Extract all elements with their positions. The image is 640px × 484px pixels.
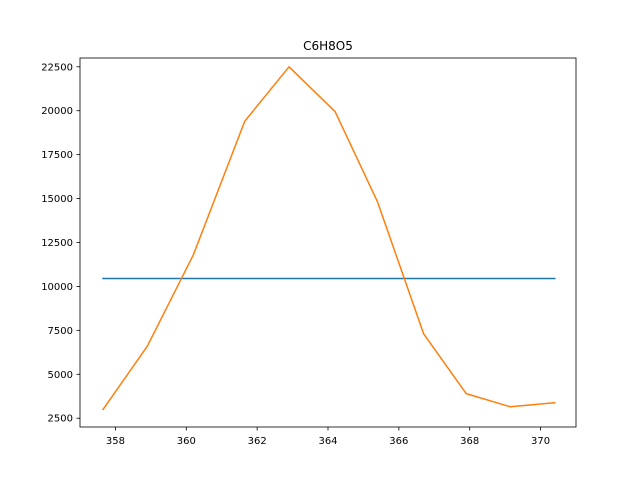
x-tick-label: 368: [460, 436, 479, 447]
x-tick-label: 358: [106, 436, 125, 447]
y-tick-label: 20000: [41, 106, 73, 117]
y-tick-label: 22500: [41, 62, 73, 73]
y-tick-label: 2500: [48, 414, 73, 425]
x-tick-label: 360: [177, 436, 196, 447]
chart-title: C6H8O5: [303, 39, 353, 53]
axes-layer: 358 360 362 364 366 368 370 2500 5000 7500 10000 12…: [41, 57, 577, 447]
series-layer: [101, 66, 556, 411]
y-tick-label: 17500: [41, 150, 73, 161]
x-tick-label: 370: [531, 436, 550, 447]
y-tick-label: 7500: [48, 326, 73, 337]
x-tick-label: 366: [389, 436, 408, 447]
y-tick-label: 12500: [41, 238, 73, 249]
y-tick-label: 15000: [41, 194, 73, 205]
x-tick-label: 364: [318, 436, 337, 447]
x-tick-label: 362: [248, 436, 267, 447]
series-line-2: [101, 66, 556, 411]
y-tick-label: 5000: [48, 370, 73, 381]
y-tick-label: 10000: [41, 282, 73, 293]
